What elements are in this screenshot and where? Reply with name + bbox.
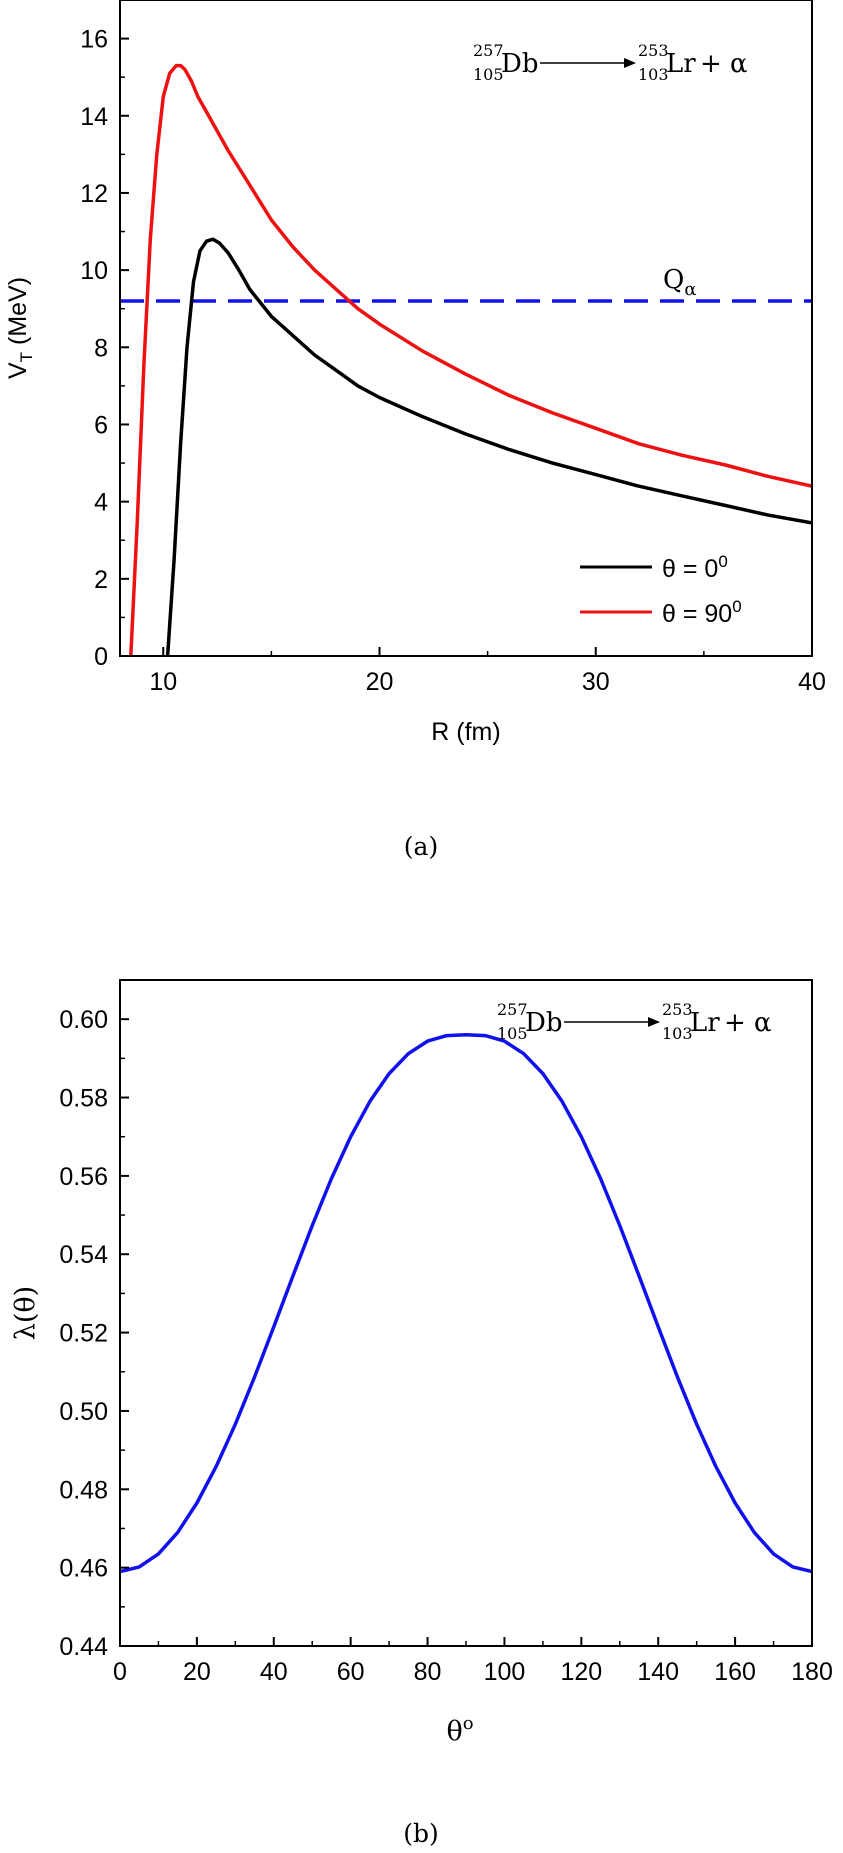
panel-a-series-0-line bbox=[165, 237, 812, 656]
panel-a-axis-ticks: 10 20 30 40 0 2 4 6 8 10 12 14 16 bbox=[80, 26, 826, 696]
svg-text:103: 103 bbox=[638, 65, 669, 84]
panel-b-plot-area bbox=[120, 1033, 812, 1574]
panel-b-x-tick-label: 60 bbox=[337, 1658, 365, 1686]
panel-b-x-tick-label: 160 bbox=[714, 1658, 756, 1686]
panel-b-y-tick-label: 0.54 bbox=[59, 1241, 108, 1269]
panel-b-y-tick-label: 0.58 bbox=[59, 1085, 108, 1113]
panel-a-y-axis-label: VT (MeV) bbox=[4, 277, 36, 379]
panel-a-y-tick-label: 4 bbox=[94, 489, 108, 517]
svg-text:257: 257 bbox=[473, 41, 504, 60]
panel-a-curves bbox=[120, 63, 812, 656]
panel-b-x-tick-label: 0 bbox=[113, 1658, 127, 1686]
panel-a-x-tick-label: 30 bbox=[582, 668, 610, 696]
panel-b-series-0-line bbox=[120, 1033, 812, 1574]
panel-a-y-tick-label: 8 bbox=[94, 334, 108, 362]
panel-b-x-tick-label: 100 bbox=[484, 1658, 526, 1686]
panel-a-reaction-arrowhead bbox=[624, 58, 636, 68]
svg-text:105: 105 bbox=[497, 1024, 528, 1043]
panel-b-axis-ticks: 0 20 40 60 80 100 120 140 160 180 0.44 0.46 0.48 0.50… bbox=[59, 1006, 833, 1686]
panel-a-chart: 10 20 30 40 0 2 4 6 8 10 12 14 16 R (fm) VT (MeV) 25… bbox=[4, 0, 826, 861]
panel-a-plot-area bbox=[120, 63, 812, 656]
panel-b-y-tick-label: 0.60 bbox=[59, 1006, 108, 1034]
panel-b-y-tick-label: 0.48 bbox=[59, 1476, 108, 1504]
panel-a-y-tick-label: 2 bbox=[94, 566, 108, 594]
svg-text:105: 105 bbox=[473, 65, 504, 84]
panel-a-y-tick-label: 6 bbox=[94, 411, 108, 439]
panel-a-x-axis-label: R (fm) bbox=[431, 718, 500, 746]
panel-b-x-axis-label: θo bbox=[446, 1713, 473, 1747]
panel-a-y-tick-label: 14 bbox=[80, 103, 108, 131]
panel-a-caption: (a) bbox=[404, 832, 438, 861]
panel-a-y-tick-label: 0 bbox=[94, 643, 108, 671]
svg-text:Lr: Lr bbox=[666, 49, 696, 79]
legend-label-theta-0: θ = 00 bbox=[662, 552, 728, 583]
panel-b-caption: (b) bbox=[403, 1819, 439, 1848]
panel-a-reaction-annotation: 257 105 Db 253 103 Lr + α bbox=[473, 41, 748, 84]
panel-b-y-tick-label: 0.52 bbox=[59, 1320, 108, 1348]
panel-b-chart: 0 20 40 60 80 100 120 140 160 180 0.44 0.46 0.48 0.50… bbox=[10, 979, 833, 1848]
panel-b-x-tick-label: 40 bbox=[260, 1658, 288, 1686]
panel-a-x-tick-label: 10 bbox=[149, 668, 177, 696]
svg-text:257: 257 bbox=[497, 1000, 528, 1019]
panel-a-y-tick-label: 10 bbox=[80, 257, 108, 285]
panel-b-y-tick-label: 0.46 bbox=[59, 1555, 108, 1583]
panel-a-series-1-line bbox=[129, 63, 812, 656]
panel-a-y-tick-label: 12 bbox=[80, 180, 108, 208]
panel-b-y-tick-label: 0.44 bbox=[59, 1633, 108, 1661]
svg-text:+ α: + α bbox=[700, 49, 748, 79]
panel-a-q-alpha-label: Qα bbox=[663, 265, 696, 300]
panel-a-legend: θ = 00 θ = 900 bbox=[580, 552, 742, 628]
panel-b-reaction-annotation: 257 105 Db 253 103 Lr + α bbox=[497, 1000, 772, 1043]
svg-text:Db: Db bbox=[501, 49, 539, 79]
panel-b-x-tick-label: 180 bbox=[791, 1658, 833, 1686]
legend-label-theta-90: θ = 900 bbox=[662, 597, 742, 628]
panel-b-y-tick-label: 0.56 bbox=[59, 1163, 108, 1191]
panel-b-reaction-arrowhead bbox=[648, 1017, 660, 1027]
panel-a-y-tick-label: 16 bbox=[80, 26, 108, 54]
panel-b-plot-frame bbox=[119, 979, 813, 1647]
panel-b-x-tick-label: 80 bbox=[414, 1658, 442, 1686]
panel-b-x-tick-label: 20 bbox=[183, 1658, 211, 1686]
svg-text:Db: Db bbox=[525, 1008, 563, 1038]
panel-a-x-tick-label: 40 bbox=[798, 668, 826, 696]
svg-text:253: 253 bbox=[662, 1000, 693, 1019]
panel-b-x-tick-label: 120 bbox=[560, 1658, 602, 1686]
svg-text:103: 103 bbox=[662, 1024, 693, 1043]
svg-text:+ α: + α bbox=[724, 1008, 772, 1038]
panel-a-x-tick-label: 20 bbox=[366, 668, 394, 696]
panel-b-curves bbox=[120, 1033, 812, 1574]
svg-text:Lr: Lr bbox=[690, 1008, 720, 1038]
panel-a-plot-frame bbox=[119, 0, 813, 657]
svg-text:253: 253 bbox=[638, 41, 669, 60]
panel-b-x-tick-label: 140 bbox=[637, 1658, 679, 1686]
panel-b-y-tick-label: 0.50 bbox=[59, 1398, 108, 1426]
panel-b-y-axis-label: λ(θ) bbox=[10, 1286, 41, 1340]
